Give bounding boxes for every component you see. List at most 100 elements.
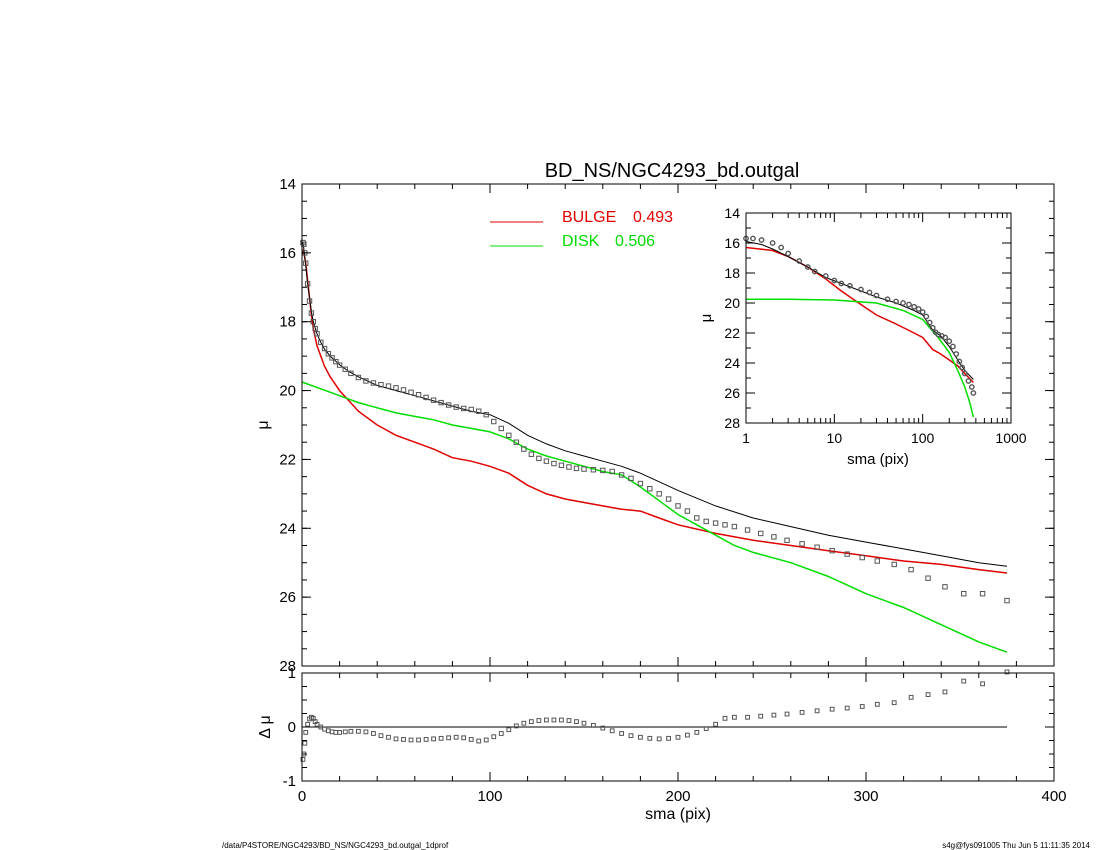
inset-point — [838, 280, 845, 287]
main-point — [590, 467, 597, 473]
res-point — [844, 705, 850, 711]
res-point — [980, 681, 985, 687]
res-point — [371, 731, 376, 736]
main-y-tick-label: 26 — [279, 589, 296, 606]
res-point — [506, 727, 512, 733]
res-point — [784, 711, 790, 717]
main-panel: 14 16 18 20 22 24 26 28 μ BULGE 0.493 DISK 0.50… — [255, 176, 1055, 675]
res-point — [758, 713, 764, 719]
res-point — [566, 718, 572, 723]
main-point — [647, 485, 653, 492]
res-point — [483, 737, 489, 743]
inset-point — [970, 390, 977, 396]
footer-path: /data/P4STORE/NGC4293/BD_NS/NGC4293_bd.o… — [222, 841, 449, 850]
res-point — [513, 723, 519, 729]
inset-point — [953, 351, 960, 357]
inset-series-layer — [743, 235, 977, 418]
main-point — [694, 515, 700, 521]
inset-point — [866, 289, 873, 296]
res-point — [363, 729, 369, 735]
res-point — [386, 734, 391, 740]
main-point — [771, 534, 777, 540]
res-point — [647, 735, 653, 741]
inset-point — [929, 324, 936, 331]
res-y-tick-label: 1 — [288, 665, 296, 682]
res-point — [423, 737, 429, 742]
res-x-tick-label: 0 — [298, 788, 306, 805]
res-point — [303, 730, 309, 735]
inset-y-tick-label: 22 — [724, 325, 740, 341]
main-axes: 14 16 18 20 22 24 26 28 — [279, 176, 1055, 675]
inset-point — [804, 264, 811, 270]
inset-point — [846, 282, 853, 289]
main-point — [476, 408, 482, 414]
res-point — [874, 701, 880, 707]
main-point — [393, 385, 399, 391]
inset-y-axis-label: μ — [698, 314, 715, 323]
main-point — [385, 383, 392, 389]
main-y-tick-label: 14 — [279, 176, 296, 193]
res-point — [1004, 669, 1010, 675]
inset-axes: 1 10 100 1000 14 16 18 20 22 24 26 28 — [724, 205, 1026, 446]
main-y-axis-label: μ — [255, 420, 272, 429]
main-point — [925, 575, 931, 581]
res-point — [666, 735, 672, 741]
res-point — [453, 734, 459, 740]
inset-point — [769, 240, 776, 246]
res-point — [722, 715, 728, 721]
main-point — [355, 374, 362, 381]
inset-x-axis-label: sma (pix) — [847, 451, 909, 468]
main-y-tick-label: 16 — [279, 245, 296, 262]
res-point — [732, 714, 737, 720]
main-point — [370, 380, 377, 386]
res-point — [600, 725, 606, 731]
main-y-tick-label: 22 — [279, 451, 296, 468]
main-point — [333, 358, 339, 365]
inset-point — [785, 250, 792, 257]
res-point — [476, 738, 482, 744]
inset-point — [956, 358, 963, 365]
inset-x-tick-label: 1000 — [995, 430, 1026, 446]
res-point — [498, 731, 504, 736]
main-point — [423, 394, 429, 401]
res-point — [619, 731, 625, 736]
res-point — [591, 722, 596, 728]
main-point — [722, 522, 728, 528]
main-point — [468, 406, 474, 413]
res-point — [574, 719, 579, 725]
inset-point — [923, 313, 930, 320]
main-point — [460, 405, 467, 412]
res-point — [829, 706, 835, 712]
res-point — [713, 721, 719, 727]
main-point — [521, 446, 527, 452]
res-point — [544, 717, 549, 723]
inset-point — [796, 258, 803, 264]
res-point — [942, 689, 948, 695]
main-point — [513, 439, 520, 445]
main-point — [310, 319, 316, 325]
main-point — [703, 518, 709, 525]
inset-x-tick-label: 1 — [742, 430, 750, 446]
res-point — [859, 704, 865, 709]
main-point — [637, 480, 644, 487]
inset-x-tick-label: 100 — [911, 430, 935, 446]
inset-y-tick-label: 14 — [724, 205, 740, 221]
res-point — [675, 734, 681, 740]
main-point — [528, 451, 535, 457]
inset-point — [942, 334, 949, 341]
main-point — [891, 561, 897, 568]
main-point — [325, 351, 332, 357]
inset-y-tick-label: 18 — [724, 265, 740, 281]
res-x-tick-label: 400 — [1041, 788, 1066, 805]
main-point — [415, 392, 422, 398]
main-point — [744, 527, 751, 533]
res-point — [333, 730, 339, 735]
main-point — [942, 584, 948, 590]
res-point — [628, 733, 634, 739]
main-point — [314, 331, 320, 337]
res-point — [891, 700, 897, 706]
inset-point — [906, 301, 912, 308]
main-point — [551, 460, 557, 467]
main-point — [628, 475, 634, 482]
